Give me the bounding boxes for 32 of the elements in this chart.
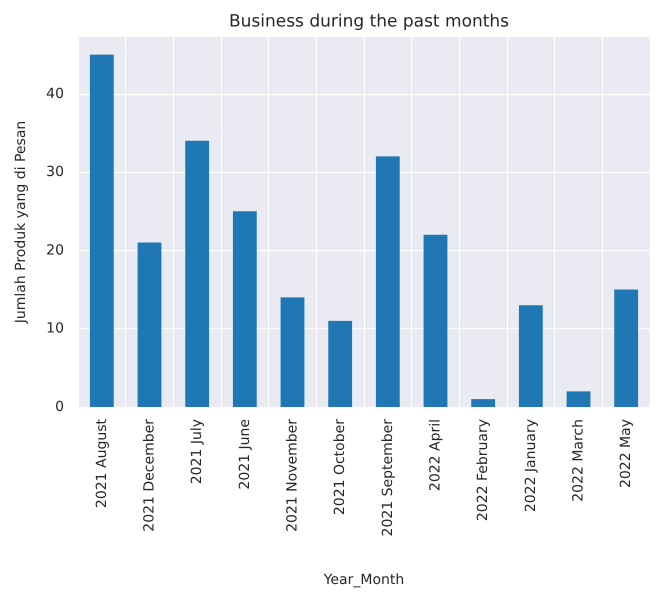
x-tick-label: 2022 January [522,419,539,512]
bar [471,399,496,407]
y-tick-label: 20 [46,242,64,258]
x-tick-label: 2021 August [94,418,110,508]
x-tick-label: 2021 July [189,419,206,484]
x-tick-label: 2021 September [380,418,396,536]
x-tick-label: 2022 March [570,419,586,502]
y-tick-label: 30 [46,164,64,180]
bar [280,297,304,407]
x-axis-title: Year_Month [322,572,404,588]
bar [185,140,210,407]
bar [566,391,590,407]
y-axis-title: Jumlah Produk yang di Pesan [13,120,29,324]
bar [232,211,257,407]
y-tick-label: 0 [55,399,64,415]
bar [376,156,400,407]
x-tick-label: 2021 November [284,418,300,532]
bar [328,320,352,407]
y-tick-label: 10 [46,320,64,337]
x-tick-label: 2021 December [142,418,158,532]
bar [424,234,448,407]
x-tick-label: 2022 May [618,419,634,488]
bar [90,54,114,407]
x-tick-label: 2022 April [428,419,444,492]
chart-title: Business during the past months [228,12,510,32]
x-tick-label: 2021 June [236,419,253,490]
y-tick-label: 40 [46,86,64,102]
bar [138,242,162,407]
bar [614,290,638,407]
x-tick-label: 2022 February [475,419,492,522]
bar [518,305,543,407]
x-tick-label: 2021 October [332,418,348,516]
